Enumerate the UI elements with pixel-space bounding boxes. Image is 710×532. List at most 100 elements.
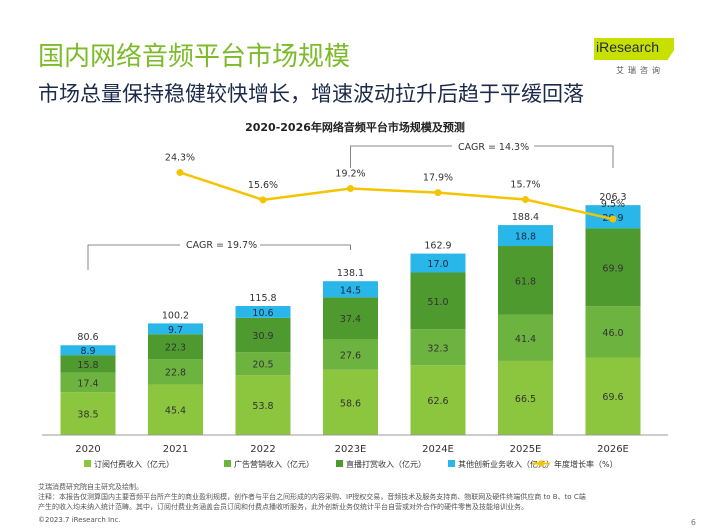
bar-segment [410, 365, 466, 435]
legend-label: 订阅付费收入（亿元） [94, 459, 174, 469]
page-number: 6 [690, 518, 696, 527]
bar-segment [323, 369, 378, 435]
bar-value-label: 46.0 [602, 328, 623, 339]
bar-value-label: 69.6 [602, 392, 623, 403]
bar-value-label: 37.4 [340, 314, 361, 325]
bar-segment [60, 392, 116, 435]
growth-label: 24.3% [165, 152, 195, 163]
bar-segment [235, 375, 291, 435]
bar-segment [235, 306, 291, 318]
bar-segment [323, 297, 378, 340]
bar-value-label: 38.5 [77, 410, 98, 421]
bar-value-label: 22.8 [165, 368, 186, 379]
bar-value-label: 58.6 [340, 398, 361, 409]
chart-title: 2020-2026年网络音频平台市场规模及预测 [245, 120, 465, 134]
bar-value-label: 45.4 [165, 406, 186, 417]
bar-segment [410, 329, 466, 366]
bar-segment [498, 225, 553, 247]
bar-total-label: 162.9 [424, 241, 451, 252]
bar-segment [410, 272, 466, 330]
bar-value-label: 41.4 [515, 334, 536, 345]
cagr-label: CAGR = 14.3% [458, 142, 529, 153]
bar-segment [60, 372, 116, 393]
x-tick-label: 2021 [163, 444, 188, 455]
source-note: 艾瑞消费研究院自主研究及绘制。 [38, 483, 143, 491]
legend: 订阅付费收入（亿元） 广告营销收入（亿元） 直播打赏收入（亿元） 其他创新业务收入（亿… [84, 459, 618, 469]
bar-value-label: 62.6 [427, 396, 448, 407]
legend-label: 其他创新业务收入（亿元） [458, 459, 554, 469]
bar-segment [235, 317, 291, 353]
note-line-1: 注释：本报告仅测算国内主要音频平台所产生的商业盈利规模，创作者与平台之间形成的内… [38, 493, 586, 501]
bar-segment [60, 355, 116, 373]
legend-swatch [448, 460, 455, 467]
bar-value-label: 17.0 [427, 259, 448, 270]
growth-point [347, 185, 354, 193]
bar-value-label: 66.5 [515, 394, 536, 405]
page-title: 国内网络音频平台市场规模 [38, 42, 351, 72]
page-subtitle: 市场总量保持稳健较快增长，增速波动拉升后趋于平缓回落 [38, 82, 584, 106]
legend-swatch [84, 460, 91, 467]
logo-bar [594, 38, 674, 60]
bar-segment [60, 345, 116, 356]
bar-value-label: 20.5 [252, 360, 273, 371]
bar-segment [148, 384, 203, 435]
x-tick-label: 2026E [597, 444, 629, 455]
bar-value-label: 53.8 [252, 401, 273, 412]
legend-point-swatch [538, 460, 544, 467]
bar-value-label: 51.0 [427, 297, 448, 308]
legend-label: 广告营销收入（亿元） [234, 459, 314, 469]
bar-total-label: 80.6 [77, 332, 98, 343]
growth-line-series: 24.3% 15.6% 19.2% 17.9% 15.7% 9.5% [165, 152, 625, 223]
bar-value-label: 8.9 [80, 346, 95, 357]
bar-segment [323, 281, 378, 298]
growth-point [176, 168, 184, 176]
legend-swatch [224, 460, 231, 467]
bar-value-label: 17.4 [77, 378, 98, 389]
bar-segment [498, 314, 553, 361]
bar-value-label: 14.5 [340, 285, 361, 296]
growth-label: 9.5% [601, 199, 625, 210]
bar-total-label: 206.3 [599, 192, 626, 203]
bar-value-label: 32.3 [427, 343, 448, 354]
bar-total-label: 188.4 [512, 212, 539, 223]
bar-value-label: 9.7 [168, 325, 183, 336]
iresearch-logo: iResearch 艾瑞咨询 [594, 38, 676, 75]
bar-total-label: 138.1 [337, 268, 364, 279]
bar-value-label: 18.8 [515, 232, 536, 243]
bar-segment [585, 228, 641, 307]
growth-point [609, 215, 617, 223]
bar-segment [498, 360, 553, 435]
x-tick-label: 2024E [422, 444, 454, 455]
bar-segment [148, 323, 203, 335]
bar-series: 38.5 17.4 15.8 8.9 80.6 45.4 22.8 22.3 9.7 100.2 5… [60, 192, 641, 435]
x-tick-label: 2022 [250, 444, 275, 455]
legend-label: 年度增长率（%） [554, 459, 618, 469]
growth-line [179, 171, 614, 221]
note-line-2: 产生的收入均未纳入统计范畴。其中，订阅付费业务涵盖会员订阅和付费点播收听服务，此… [38, 503, 528, 511]
bar-segment [410, 253, 466, 273]
growth-label: 19.2% [335, 169, 365, 180]
growth-point [434, 189, 442, 197]
bar-value-label: 69.9 [602, 263, 623, 274]
growth-label: 17.9% [423, 173, 453, 184]
cagr-label-bg [452, 139, 534, 153]
cagr-annotations: CAGR = 19.7% CAGR = 14.3% [87, 139, 614, 270]
growth-point [522, 196, 529, 204]
x-tick-label: 2025E [510, 444, 542, 455]
bar-value-label: 61.8 [515, 276, 536, 287]
cagr-label: CAGR = 19.7% [186, 240, 257, 251]
logo-subtext: 艾瑞咨询 [616, 66, 664, 75]
bar-total-label: 115.8 [249, 293, 276, 304]
cagr-label-bg [180, 237, 260, 251]
bar-segment [148, 334, 203, 360]
bar-segment [498, 246, 553, 315]
legend-swatch [336, 460, 343, 467]
x-tick-label: 2023E [335, 444, 367, 455]
bar-segment [148, 359, 203, 385]
legend-label: 直播打赏收入（亿元） [346, 459, 426, 469]
bar-segment [585, 306, 641, 358]
logo-text: iResearch [596, 39, 660, 55]
bar-segment [585, 357, 641, 435]
bar-value-label: 27.6 [340, 350, 361, 361]
